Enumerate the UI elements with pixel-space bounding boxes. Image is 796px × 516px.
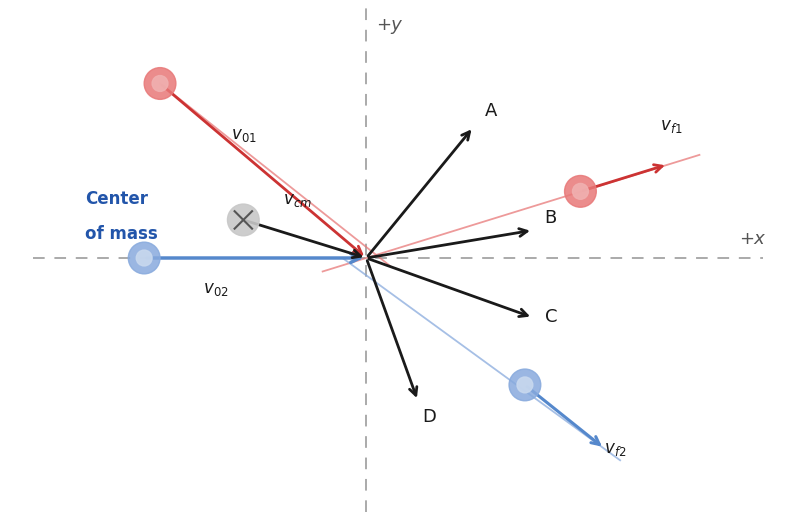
Circle shape [517,377,533,393]
Circle shape [572,183,588,199]
Text: B: B [544,209,557,228]
Text: $\it{v}$$_{f2}$: $\it{v}$$_{f2}$ [604,441,626,458]
Circle shape [152,75,168,91]
Text: of mass: of mass [84,225,158,243]
Circle shape [564,175,596,207]
Text: C: C [544,309,557,327]
Circle shape [128,242,160,274]
Text: $\it{v}$$_{f1}$: $\it{v}$$_{f1}$ [660,117,682,135]
Circle shape [136,250,152,266]
Circle shape [509,369,540,401]
Text: +x: +x [739,231,765,249]
Text: D: D [422,408,435,426]
Text: +y: +y [376,16,401,34]
Circle shape [144,68,176,100]
Text: $\it{v}$$_{01}$: $\it{v}$$_{01}$ [232,126,257,144]
Text: Center: Center [84,190,148,208]
Text: A: A [486,102,498,120]
Circle shape [228,204,259,236]
Text: $\it{v}$$_{cm}$: $\it{v}$$_{cm}$ [283,191,312,209]
Text: $\it{v}$$_{02}$: $\it{v}$$_{02}$ [203,280,228,298]
